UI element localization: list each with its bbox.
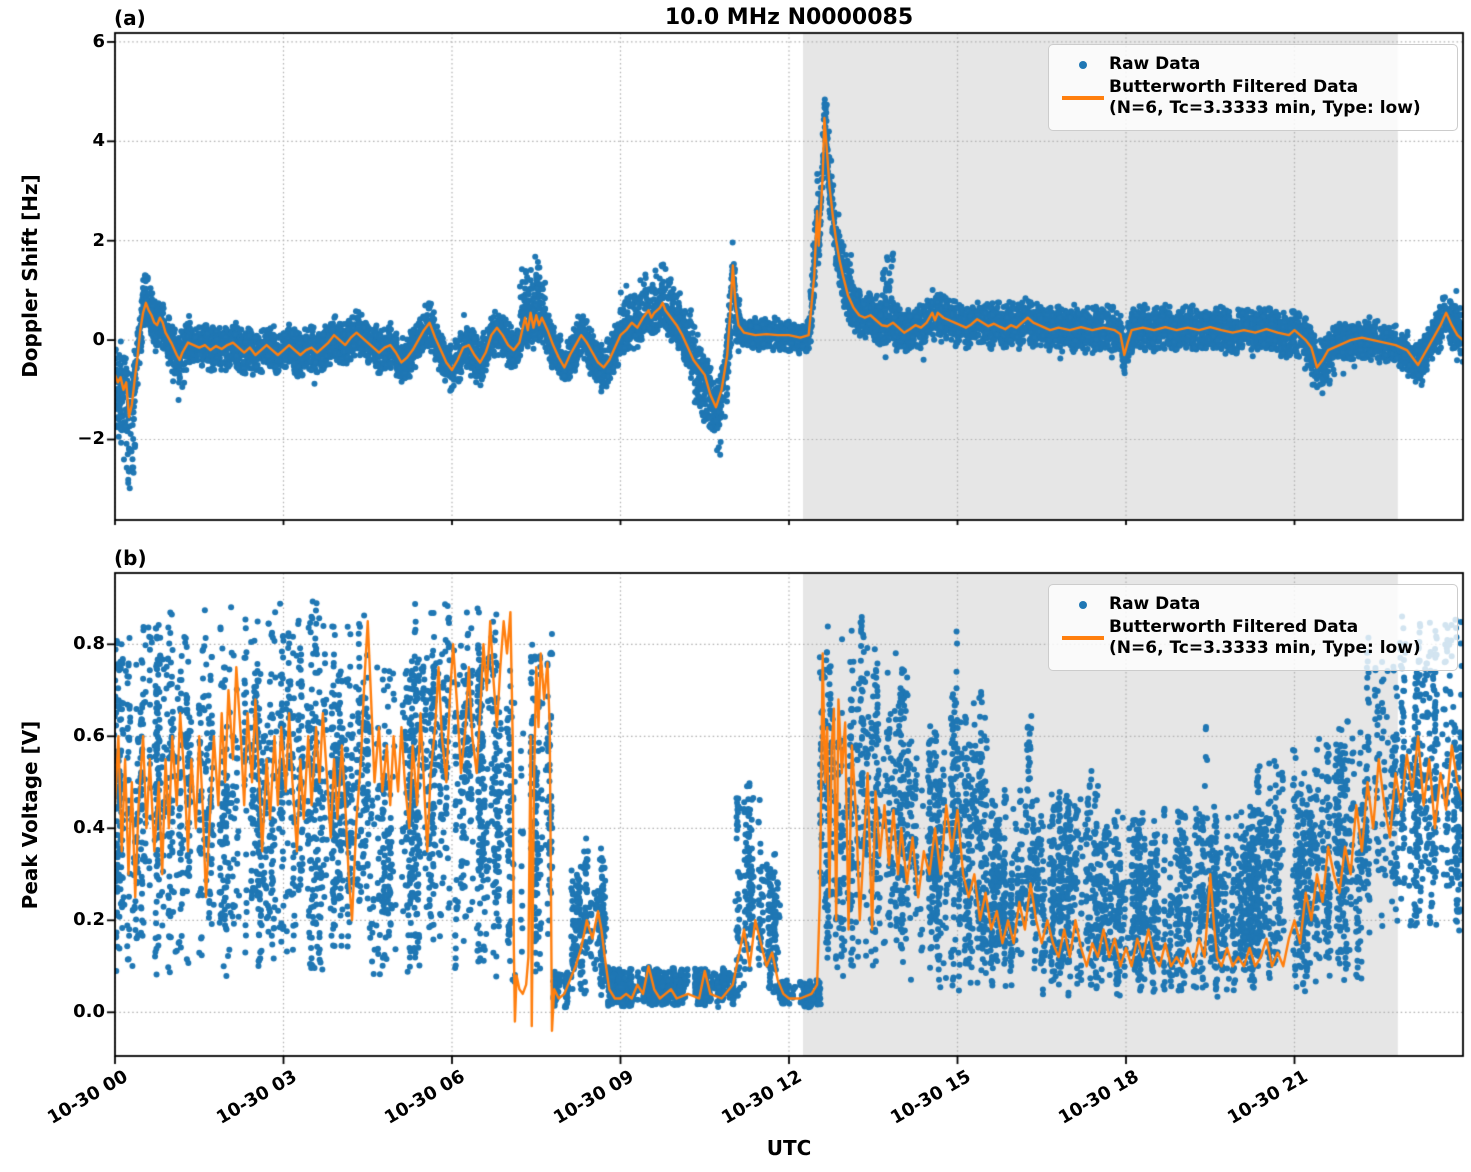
legend-entry-raw: Raw Data bbox=[1057, 54, 1447, 75]
y-tick-label-a: 2 bbox=[92, 229, 105, 251]
y-tick-label-a: 4 bbox=[92, 130, 105, 152]
x-axis-label: UTC bbox=[766, 1136, 812, 1160]
panel-a-label: (a) bbox=[114, 6, 146, 30]
legend-raw-label: Raw Data bbox=[1109, 54, 1201, 74]
legend-entry-filtered: Butterworth Filtered Data (N=6, Tc=3.333… bbox=[1057, 617, 1447, 659]
y-tick-label-a: 6 bbox=[92, 30, 105, 52]
legend-raw-label: Raw Data bbox=[1109, 594, 1201, 614]
legend-filtered-label: Butterworth Filtered Data (N=6, Tc=3.333… bbox=[1109, 77, 1421, 119]
y-axis-label-b: Peak Voltage [V] bbox=[18, 720, 42, 910]
y-tick-label-a: −2 bbox=[77, 428, 105, 450]
legend-filtered-label-line1: Butterworth Filtered Data bbox=[1109, 617, 1359, 637]
legend-a: Raw Data Butterworth Filtered Data (N=6,… bbox=[1048, 44, 1458, 131]
legend-filtered-label-line2: (N=6, Tc=3.3333 min, Type: low) bbox=[1109, 98, 1421, 118]
y-tick-label-b: 0.6 bbox=[73, 725, 105, 747]
legend-filtered-label: Butterworth Filtered Data (N=6, Tc=3.333… bbox=[1109, 617, 1421, 659]
raw-data-dot-icon bbox=[1057, 60, 1109, 69]
legend-filtered-label-line2: (N=6, Tc=3.3333 min, Type: low) bbox=[1109, 638, 1421, 658]
legend-entry-raw: Raw Data bbox=[1057, 594, 1447, 615]
legend-b: Raw Data Butterworth Filtered Data (N=6,… bbox=[1048, 584, 1458, 671]
y-tick-label-b: 0.2 bbox=[73, 909, 105, 931]
y-tick-label-b: 0.4 bbox=[73, 817, 105, 839]
y-tick-label-b: 0.0 bbox=[73, 1001, 105, 1023]
chart-title: 10.0 MHz N0000085 bbox=[664, 5, 914, 30]
y-tick-label-a: 0 bbox=[92, 329, 105, 351]
y-tick-label-b: 0.8 bbox=[73, 633, 105, 655]
legend-filtered-label-line1: Butterworth Filtered Data bbox=[1109, 77, 1359, 97]
filtered-line-icon bbox=[1057, 96, 1109, 100]
legend-entry-filtered: Butterworth Filtered Data (N=6, Tc=3.333… bbox=[1057, 77, 1447, 119]
filtered-line-icon bbox=[1057, 636, 1109, 640]
raw-data-dot-icon bbox=[1057, 600, 1109, 609]
panel-b-label: (b) bbox=[114, 546, 147, 570]
